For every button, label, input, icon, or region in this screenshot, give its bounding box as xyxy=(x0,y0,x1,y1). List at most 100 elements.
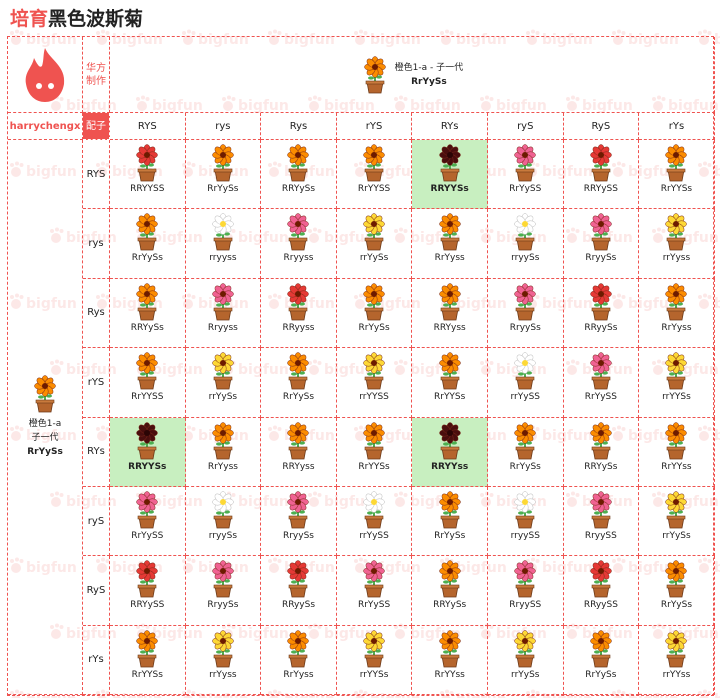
orange-cosmos-flower-icon xyxy=(287,421,310,459)
offspring-cell: RrYyss xyxy=(639,278,715,349)
column-header: rYS xyxy=(336,113,413,140)
offspring-cell: rrYYSs xyxy=(639,348,715,418)
genotype-label: RrYYss xyxy=(661,461,692,472)
offspring-cell: rrYySS xyxy=(336,486,413,557)
pink-cosmos-flower-icon xyxy=(212,560,234,598)
red-cosmos-flower-icon xyxy=(590,560,612,598)
offspring-cell: rrYySs xyxy=(639,486,715,557)
black-cosmos-flower-icon xyxy=(438,144,461,182)
offspring-cell: rrYYSs xyxy=(336,625,413,696)
orange-cosmos-flower-icon xyxy=(438,352,461,390)
genotype-label: RrYyss xyxy=(434,253,465,264)
offspring-cell: RrYYSs xyxy=(639,140,715,210)
genotype-label: RRYySs xyxy=(584,461,618,472)
genotype-label: rrYySs xyxy=(208,392,238,403)
black-cosmos-flower-icon xyxy=(136,421,159,459)
genotype-label: rrYYSs xyxy=(662,392,691,403)
orange-cosmos-flower-icon xyxy=(438,560,461,598)
column-header: RYS xyxy=(110,113,186,140)
row-header: RyS xyxy=(83,556,110,626)
yellow-cosmos-flower-icon xyxy=(363,213,385,251)
title-part1: 培育 xyxy=(10,8,49,30)
offspring-cell: RrYyss xyxy=(185,417,262,487)
genotype-label: RRyySS xyxy=(583,600,618,611)
orange-cosmos-flower-icon xyxy=(212,421,234,459)
genotype-label: Rryyss xyxy=(283,253,314,264)
genotype-label: RryySs xyxy=(207,600,239,611)
orange-cosmos-flower-icon xyxy=(136,283,159,321)
offspring-cell: RrYySs xyxy=(563,625,640,696)
pink-cosmos-flower-icon xyxy=(590,213,612,251)
offspring-cell: RryySs xyxy=(185,556,262,626)
genotype-label: rrYyss xyxy=(662,253,691,264)
offspring-cell: RrYYSs xyxy=(110,625,186,696)
orange-cosmos-flower-icon xyxy=(34,375,56,413)
column-header: Rys xyxy=(261,113,337,140)
genotype-label: RRYyss xyxy=(433,322,466,333)
genotype-label: RrYyss xyxy=(661,322,692,333)
parent-top-genotype: RrYySs xyxy=(411,76,447,87)
genotype-label: RrYYSs xyxy=(358,461,390,472)
red-cosmos-flower-icon xyxy=(287,283,310,321)
offspring-cell: RrYySs xyxy=(185,140,262,210)
orange-cosmos-flower-icon xyxy=(665,421,688,459)
orange-cosmos-flower-icon xyxy=(136,352,159,390)
offspring-cell: RrYySs xyxy=(110,209,186,279)
offspring-cell: RRyySS xyxy=(563,556,640,626)
offspring-cell: RRYYSs xyxy=(412,140,488,210)
genotype-label: RRYyss xyxy=(282,461,315,472)
red-cosmos-flower-icon xyxy=(136,144,159,182)
orange-cosmos-flower-icon xyxy=(287,629,310,668)
genotype-label: rrYySs xyxy=(662,530,691,541)
orange-cosmos-flower-icon xyxy=(514,421,537,459)
offspring-cell: rrYySS xyxy=(487,348,564,418)
genotype-label: rrYYSs xyxy=(359,669,389,680)
offspring-cell: RrYySs xyxy=(639,556,715,626)
parent-top-name: 橙色1-a - 子一代 xyxy=(394,62,464,73)
genotype-label: RRYySs xyxy=(281,184,316,194)
red-cosmos-flower-icon xyxy=(136,560,159,598)
offspring-cell: rrYyss xyxy=(639,209,715,279)
parent-left-name-1: 橙色1-a xyxy=(28,419,62,430)
genotype-label: RrYyss xyxy=(283,669,314,680)
orange-cosmos-flower-icon xyxy=(363,144,385,182)
offspring-cell: rrYYss xyxy=(639,625,715,696)
orange-cosmos-flower-icon xyxy=(212,144,234,182)
offspring-cell: RrYYss xyxy=(639,417,715,487)
offspring-cell: RRYyss xyxy=(261,417,337,487)
orange-cosmos-flower-icon xyxy=(590,421,612,459)
offspring-cell: RryySs xyxy=(261,486,337,557)
genotype-label: RRYySs xyxy=(433,600,467,611)
genotype-label: RrYYSS xyxy=(131,392,164,403)
genotype-label: rryySs xyxy=(511,253,540,264)
offspring-cell: rryyss xyxy=(185,209,262,279)
offspring-cell: RRYYSs xyxy=(110,417,186,487)
genotype-label: RryySS xyxy=(584,530,617,541)
genotype-label: RRYySs xyxy=(130,322,164,333)
orange-cosmos-flower-icon xyxy=(665,283,688,321)
genotype-label: rrYyss xyxy=(209,669,237,680)
genotype-label: Rryyss xyxy=(207,322,238,333)
genotype-label: rrYySs xyxy=(359,253,389,264)
offspring-cell: RrYySs xyxy=(412,486,488,557)
genotype-label: rrYySs xyxy=(511,669,540,680)
yellow-cosmos-flower-icon xyxy=(212,352,234,390)
offspring-cell: RrYySs xyxy=(336,278,413,349)
genotype-label: RryySS xyxy=(509,600,542,611)
offspring-cell: Rryyss xyxy=(185,278,262,349)
row-header: rys xyxy=(83,209,110,279)
offspring-cell: rryySs xyxy=(487,209,564,279)
offspring-cell: RryySs xyxy=(487,278,564,349)
yellow-cosmos-flower-icon xyxy=(514,629,537,668)
yellow-cosmos-flower-icon xyxy=(665,213,688,251)
genotype-label: RRyySs xyxy=(281,600,316,611)
genotype-label: RrYySs xyxy=(509,461,541,472)
genotype-label: RrYySs xyxy=(131,253,163,264)
red-cosmos-flower-icon xyxy=(287,560,310,598)
genotype-label: RrYYSs xyxy=(131,669,163,680)
white-cosmos-flower-icon xyxy=(212,491,234,529)
parent-top-cell: 橙色1-a - 子一代 RrYySs xyxy=(110,37,715,113)
genotype-label: RrYYSs xyxy=(660,184,693,194)
svg-text:bigfun: bigfun xyxy=(714,32,720,48)
flame-logo-icon xyxy=(25,47,65,102)
